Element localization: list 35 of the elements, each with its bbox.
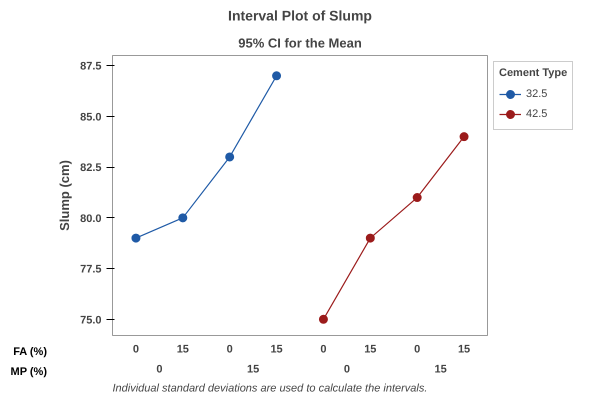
y-tick-label: 80.0 [80, 212, 102, 225]
x-tick-label: 0 [414, 344, 420, 356]
text: 0 [344, 364, 350, 376]
point [366, 234, 375, 243]
x-tick-label: 0 [320, 344, 327, 356]
y-axis-title: Slump (cm) [57, 160, 72, 231]
point [318, 314, 328, 324]
x-tick-label: 0 [132, 344, 140, 356]
x-tick-label: 15 [364, 344, 376, 356]
point [412, 193, 422, 202]
x-tick-label: 15 [270, 344, 283, 356]
x-tick-label: 15 [176, 344, 189, 356]
legend-label: 32.5 [526, 88, 548, 100]
chart-title: Interval Plot of Slump [228, 8, 372, 24]
point [225, 152, 234, 162]
point [460, 132, 469, 142]
text: MP (%) [10, 366, 47, 378]
text: Individual standard deviations are used to calculate the intervals. [112, 382, 428, 394]
point [178, 213, 188, 222]
chart-subtitle: 95% CI for the Mean [238, 36, 362, 50]
point [272, 71, 282, 80]
text: 15 [434, 364, 447, 376]
y-tick-label: 75.0 [80, 314, 102, 326]
y-tick-label: 82.5 [80, 162, 102, 174]
text: 15 [247, 364, 260, 376]
x-tick-label: 15 [458, 344, 470, 356]
y-tick-label: 85.0 [80, 111, 102, 124]
legend-label: 42.5 [526, 108, 548, 120]
x-tick-label: 0 [226, 344, 233, 356]
point [131, 234, 140, 243]
text: FA (%) [13, 346, 47, 358]
legend-title: Cement Type [499, 67, 568, 79]
y-tick-label: 87.5 [80, 60, 102, 73]
y-tick-label: 77.5 [80, 264, 102, 276]
text: 0 [156, 364, 162, 376]
